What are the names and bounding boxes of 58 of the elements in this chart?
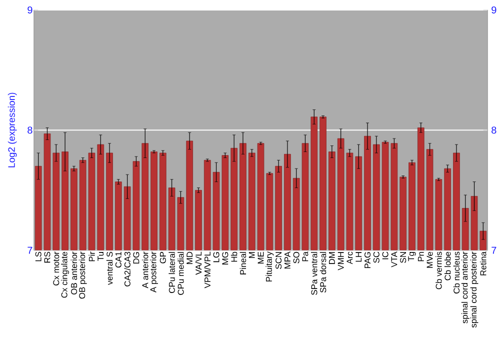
y-tick-label: 9 bbox=[28, 6, 32, 14]
y-axis-title: Log2 (expression) bbox=[8, 92, 17, 168]
x-tick-label: LG bbox=[213, 252, 220, 262]
x-tick-label: M bbox=[248, 252, 255, 258]
x-tick-label: CPu lateral bbox=[168, 252, 175, 293]
x-tick-label: CPu medial bbox=[178, 252, 184, 295]
x-tick-label: spinal cord anterior bbox=[461, 252, 470, 324]
x-tick-label: Arc bbox=[346, 252, 353, 264]
x-tick-label: Pn bbox=[418, 252, 424, 262]
x-tick-label: DM bbox=[329, 252, 335, 264]
x-tick-label: Tg bbox=[408, 252, 416, 262]
x-tick-label: Cx motor bbox=[53, 252, 60, 286]
x-tick-label: SN bbox=[400, 252, 406, 263]
y-tick-label: 8 bbox=[28, 126, 32, 134]
x-tick-label: SPa ventral bbox=[311, 252, 318, 295]
x-tick-label: RS bbox=[44, 252, 50, 263]
x-tick-label: LH bbox=[356, 252, 362, 262]
x-tick-label: Retina bbox=[480, 251, 486, 276]
x-tick-label: VPM/VPL bbox=[204, 252, 210, 288]
x-tick-label: Tu bbox=[98, 252, 104, 261]
x-tick-label: Pir bbox=[88, 252, 95, 262]
x-tick-label: SO bbox=[293, 252, 300, 264]
x-tick-label: ME bbox=[258, 252, 264, 264]
x-tick-label: MD bbox=[186, 252, 193, 264]
x-tick-label: OB posterior bbox=[78, 252, 87, 299]
x-tick-label: Pituitary bbox=[266, 252, 274, 282]
x-tick-label: VA/VL bbox=[195, 252, 202, 275]
x-tick-label: Cx cingulate bbox=[61, 252, 69, 298]
x-tick-label: CA1 bbox=[115, 252, 122, 268]
x-tick-label: MVe bbox=[426, 252, 433, 268]
x-tick-label: GP bbox=[160, 252, 166, 264]
x-tick-label: spinal cord posterior bbox=[470, 252, 478, 328]
x-tick-label: DG bbox=[133, 252, 140, 264]
x-tick-label: LS bbox=[35, 252, 42, 262]
y2-tick-label: 7 bbox=[492, 246, 496, 254]
x-tick-label: Cb nucleus bbox=[453, 252, 460, 294]
x-tick-label: CA2/CA3 bbox=[124, 252, 130, 286]
x-tick-label: SCN bbox=[276, 252, 282, 269]
x-tick-label: A posterior bbox=[150, 252, 158, 292]
x-tick-label: Cb vermis bbox=[436, 252, 442, 290]
x-tick-label: Pa bbox=[302, 251, 308, 262]
y2-tick-label: 8 bbox=[492, 126, 496, 134]
y2-tick-label: 9 bbox=[492, 6, 496, 14]
x-tick-label: ventral S bbox=[106, 252, 113, 285]
x-tick-label: Cb lobe bbox=[444, 252, 451, 280]
x-tick-label: PAG bbox=[364, 252, 371, 268]
x-tick-label: IC bbox=[382, 252, 388, 260]
x-tick-label: MG bbox=[222, 252, 228, 264]
x-tick-label: SPa dorsal bbox=[320, 252, 326, 293]
x-tick-label: Hb bbox=[230, 252, 238, 262]
x-tick-label: SC bbox=[373, 252, 380, 263]
x-tick-label: Pineal bbox=[240, 252, 246, 274]
x-tick-label: OB anterior bbox=[70, 252, 78, 294]
y-tick-label: 7 bbox=[28, 246, 32, 254]
x-tick-label: A anterior bbox=[142, 252, 148, 288]
x-tick-label: VMH bbox=[338, 252, 344, 270]
x-tick-label: VTA bbox=[391, 252, 398, 268]
x-tick-label: MPA bbox=[284, 252, 290, 269]
